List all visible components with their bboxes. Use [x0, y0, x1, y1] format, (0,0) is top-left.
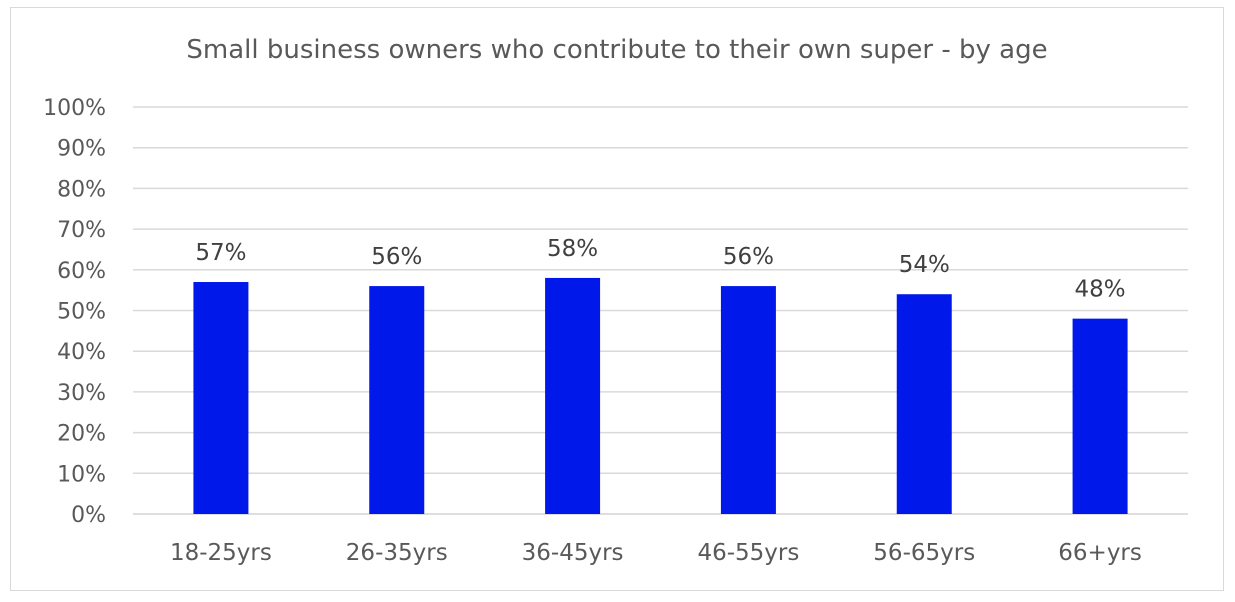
y-tick-label: 40%: [57, 340, 106, 365]
data-label: 48%: [1075, 277, 1126, 303]
y-tick-label: 60%: [57, 259, 106, 284]
data-label: 57%: [195, 240, 246, 266]
y-axis-ticks: 0% 10% 20% 30% 40% 50% 60% 70% 80% 90% 100%: [43, 96, 106, 528]
y-tick-label: 70%: [57, 218, 106, 243]
y-tick-label: 10%: [57, 462, 106, 487]
x-category-label: 26-35yrs: [346, 540, 448, 566]
y-tick-label: 90%: [57, 137, 106, 162]
y-tick-label: 0%: [71, 503, 106, 528]
y-tick-label: 50%: [57, 300, 106, 325]
chart-title: Small business owners who contribute to …: [186, 35, 1047, 65]
bar-18-25yrs: [193, 282, 249, 514]
x-axis-categories: 18-25yrs 26-35yrs 36-45yrs 46-55yrs 56-65yrs…: [170, 540, 1142, 566]
y-tick-label: 20%: [57, 422, 106, 447]
bar-56-65yrs: [896, 294, 952, 514]
bar-66+yrs: [1072, 318, 1128, 514]
data-label: 56%: [371, 244, 422, 270]
bar-26-35yrs: [369, 286, 425, 514]
x-category-label: 56-65yrs: [873, 540, 975, 566]
y-tick-label: 80%: [57, 177, 106, 202]
x-category-label: 36-45yrs: [522, 540, 624, 566]
x-category-label: 18-25yrs: [170, 540, 272, 566]
data-label: 56%: [723, 244, 774, 270]
y-tick-label: 30%: [57, 381, 106, 406]
x-category-label: 46-55yrs: [697, 540, 799, 566]
y-tick-label: 100%: [43, 96, 106, 121]
data-label: 54%: [899, 252, 950, 278]
bars: [193, 277, 1128, 514]
bar-46-55yrs: [720, 286, 776, 514]
bar-36-45yrs: [545, 277, 601, 514]
data-label: 58%: [547, 236, 598, 262]
gridlines: [133, 106, 1188, 515]
x-category-label: 66+yrs: [1058, 540, 1142, 566]
data-labels: 57% 56% 58% 56% 54% 48%: [195, 236, 1125, 303]
